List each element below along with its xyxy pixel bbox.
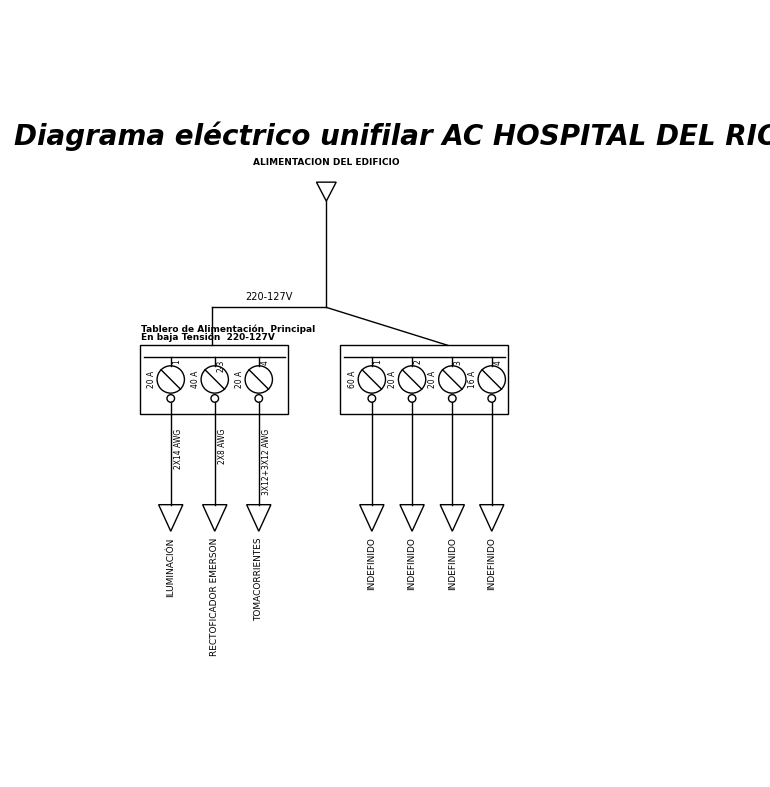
Text: 220-127V: 220-127V bbox=[246, 292, 293, 302]
Text: 40 A: 40 A bbox=[191, 371, 199, 388]
Text: Tablero de Alimentación  Principal: Tablero de Alimentación Principal bbox=[141, 324, 316, 334]
Text: 3X12+3X12 AWG: 3X12+3X12 AWG bbox=[262, 429, 271, 495]
Text: 2: 2 bbox=[413, 360, 423, 364]
Text: 2X14 AWG: 2X14 AWG bbox=[174, 429, 182, 469]
Text: RECTOFICADOR EMERSON: RECTOFICADOR EMERSON bbox=[210, 538, 219, 656]
Text: ILUMINACIÓN: ILUMINACIÓN bbox=[166, 538, 176, 597]
Text: ALIMENTACION DEL EDIFICIO: ALIMENTACION DEL EDIFICIO bbox=[253, 158, 400, 167]
Text: 4: 4 bbox=[260, 360, 269, 364]
Text: 60 A: 60 A bbox=[348, 371, 357, 388]
Text: INDEFINIDO: INDEFINIDO bbox=[367, 538, 377, 590]
Text: 20 A: 20 A bbox=[388, 371, 397, 388]
Bar bbox=[140, 345, 289, 414]
Text: TOMACORRIENTES: TOMACORRIENTES bbox=[254, 538, 263, 621]
Text: En baja Tensión  220-127V: En baja Tensión 220-127V bbox=[141, 332, 275, 342]
Bar bbox=[340, 345, 508, 414]
Text: 3: 3 bbox=[454, 360, 463, 364]
Text: INDEFINIDO: INDEFINIDO bbox=[448, 538, 457, 590]
Text: 2X8 AWG: 2X8 AWG bbox=[218, 429, 227, 464]
Text: 1: 1 bbox=[373, 360, 383, 364]
Text: 16 A: 16 A bbox=[467, 371, 477, 388]
Text: INDEFINIDO: INDEFINIDO bbox=[487, 538, 496, 590]
Text: 20 A: 20 A bbox=[235, 371, 243, 388]
Text: Diagrama eléctrico unifilar AC HOSPITAL DEL RIO: Diagrama eléctrico unifilar AC HOSPITAL … bbox=[14, 122, 770, 151]
Text: INDEFINIDO: INDEFINIDO bbox=[407, 538, 417, 590]
Text: 20 A: 20 A bbox=[428, 371, 437, 388]
Text: 2-3: 2-3 bbox=[216, 360, 226, 372]
Text: 20 A: 20 A bbox=[146, 371, 156, 388]
Text: 1: 1 bbox=[172, 360, 181, 364]
Text: 4: 4 bbox=[494, 360, 502, 364]
